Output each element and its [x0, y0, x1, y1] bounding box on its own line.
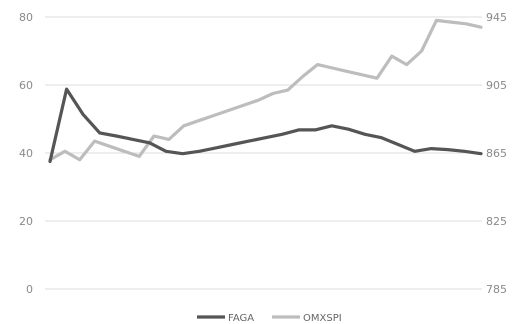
- left-axis-tick-label: 40: [19, 147, 33, 160]
- legend-label-faga: FAGA: [228, 313, 254, 324]
- right-axis-tick-label: 945: [486, 11, 507, 24]
- series-line-faga: [48, 87, 483, 164]
- series-lines: [48, 18, 483, 164]
- right-axis-tick-label: 825: [486, 215, 507, 228]
- gridlines: [45, 16, 482, 290]
- left-axis-tick-label: 80: [19, 11, 33, 24]
- right-axis-tick-label: 905: [486, 79, 507, 92]
- legend-label-omxspi: OMXSPI: [303, 313, 342, 324]
- left-axis-tick-label: 60: [19, 79, 33, 92]
- left-axis-tick-label: 0: [26, 283, 33, 296]
- legend: FAGA OMXSPI: [197, 313, 342, 324]
- series-line-omxspi: [48, 18, 483, 162]
- left-axis-ticks: 0 20 40 60 80: [19, 11, 33, 296]
- left-axis-tick-label: 20: [19, 215, 33, 228]
- right-axis-tick-label: 865: [486, 147, 507, 160]
- right-axis-tick-label: 785: [486, 283, 507, 296]
- right-axis-ticks: 785 825 865 905 945: [486, 11, 507, 296]
